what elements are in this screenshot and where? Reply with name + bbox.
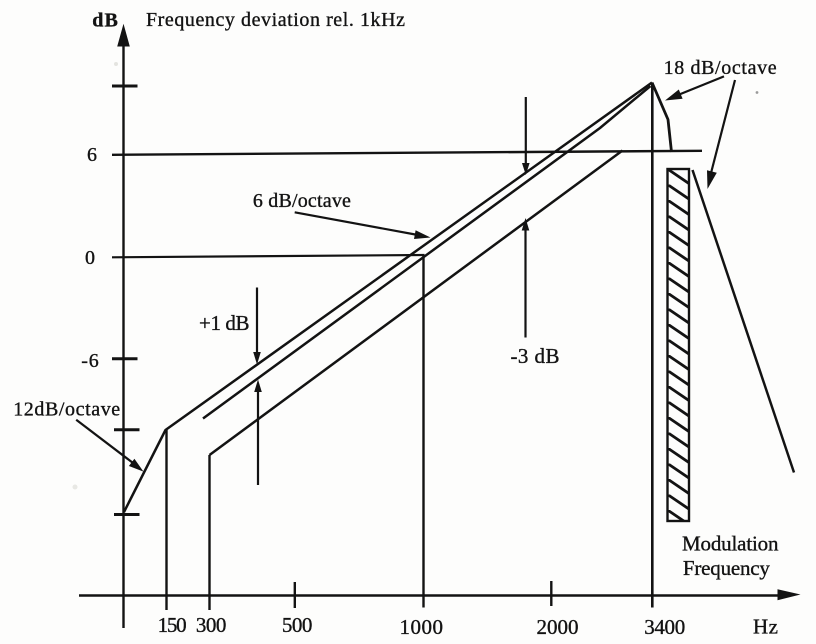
svg-text:-3 dB: -3 dB xyxy=(511,344,560,368)
svg-text:6 dB/octave: 6 dB/octave xyxy=(253,190,351,212)
svg-text:-6: -6 xyxy=(81,350,99,372)
svg-text:Hz: Hz xyxy=(753,615,778,639)
svg-text:6: 6 xyxy=(87,144,97,166)
svg-text:2000: 2000 xyxy=(537,615,579,639)
svg-text:3400: 3400 xyxy=(644,615,685,639)
svg-text:18 dB/octave: 18 dB/octave xyxy=(664,57,777,79)
svg-text:Modulation: Modulation xyxy=(682,532,779,556)
svg-text:dB: dB xyxy=(92,10,118,32)
svg-text:12dB/octave: 12dB/octave xyxy=(13,398,120,420)
svg-text:Frequency deviation rel. 1kHz: Frequency deviation rel. 1kHz xyxy=(146,9,405,31)
svg-text:150: 150 xyxy=(158,613,187,637)
svg-text:500: 500 xyxy=(282,613,313,637)
svg-text:Frequency: Frequency xyxy=(683,556,771,580)
svg-text:0: 0 xyxy=(85,247,95,269)
svg-text:+1 dB: +1 dB xyxy=(199,311,250,335)
svg-text:300: 300 xyxy=(196,613,227,637)
svg-text:1000: 1000 xyxy=(400,615,444,639)
